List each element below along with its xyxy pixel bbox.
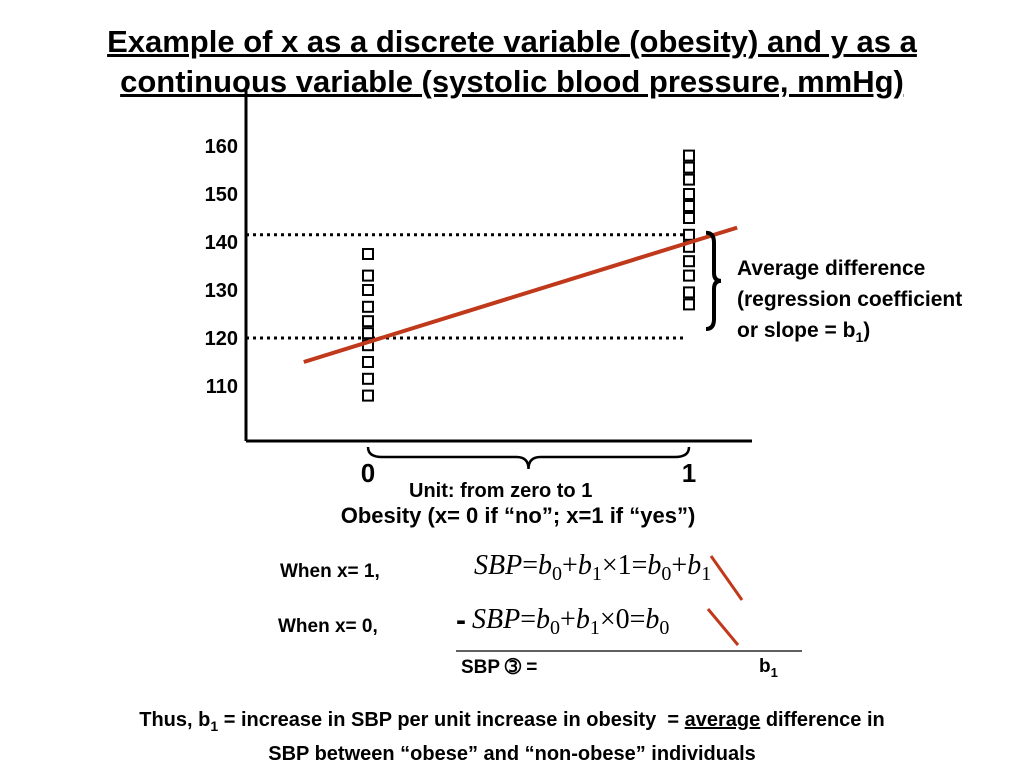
conclusion-part2: = increase in SBP per unit increase in o… [218,709,685,731]
eq1-equals: = [631,550,648,581]
data-point [683,269,695,282]
data-point [683,228,695,241]
eq0-times: × [599,604,616,635]
data-point [683,188,695,200]
result-right: b1 [759,656,778,680]
x-tick-label: 0 [361,458,375,488]
y-tick-label: 160 [205,136,238,158]
y-tick-label: 120 [205,328,238,350]
title-line-1: Example of x as a discrete variable (obe… [107,24,917,59]
eq1-sub0: 0 [552,563,563,585]
result-left: SBP ➂ = [461,657,538,678]
data-point [683,149,695,162]
annotation-line-3-prefix: or slope = b [737,319,856,342]
annotation-line-1: Average difference [737,257,926,280]
data-point [683,286,695,299]
data-point [362,356,374,368]
conclusion-sub: 1 [210,718,219,734]
conclusion-text: Thus, b1 = increase in SBP per unit incr… [0,706,1024,768]
y-tick-label: 140 [205,232,238,254]
data-point [683,298,695,311]
data-point [683,200,695,212]
y-tick-label: 130 [205,280,238,302]
y-tick-label: 150 [205,184,238,206]
horizontal-brace [366,446,691,470]
data-points [362,149,695,402]
data-point [683,161,695,174]
when-x1-label: When x= 1, [280,561,380,582]
annotation-subscript: 1 [855,329,864,346]
eq0-b: b [575,604,590,635]
eq1-b: b [647,550,662,581]
brace-label: Unit: from zero to 1 [409,480,593,502]
eq0-b: b [645,604,660,635]
eq1-sbp: SBP [474,550,523,581]
regression-line-group [303,225,738,364]
subtraction-sign: - [456,604,466,637]
annotation-line-3: or slope = b1) [737,315,962,353]
equation-decorations [456,555,802,652]
eq1-sub1: 1 [701,563,712,585]
data-point [683,173,695,186]
data-point [362,284,374,296]
eq0-equals: = [520,604,537,635]
data-point [683,212,695,224]
eq1-sub0: 0 [661,563,672,585]
conclusion-line-1: Thus, b1 = increase in SBP per unit incr… [0,706,1024,740]
result-right-sub: 1 [770,664,778,680]
equation-x0: SBP=b0+b1×0=b0 [472,604,669,640]
strike-mark [706,608,740,646]
eq0-b: b [536,604,551,635]
braces [366,230,722,470]
eq0-sbp: SBP [472,604,521,635]
conclusion-average: average [684,709,761,731]
eq1-plus: + [671,550,688,581]
result-right-b: b [759,656,771,677]
data-point [683,255,695,268]
eq1-b: b [538,550,553,581]
regression-line [303,225,738,364]
title-line-2: continuous variable (systolic blood pres… [120,64,904,99]
y-tick-label: 110 [206,376,238,398]
eq1-equals: = [522,550,539,581]
when-x0-label: When x= 0, [278,616,378,637]
data-point [362,269,374,282]
eq1-b: b [577,550,592,581]
y-tick-labels: 160 150 140 130 120 110 [205,136,238,398]
eq1-plus: + [562,550,578,581]
annotation-line-2: (regression coefficient [737,288,963,311]
chart-axes [244,88,752,443]
x-tick-label: 1 [682,458,696,488]
data-point [362,300,374,313]
x-axis-label: Obesity (x= 0 if “no”; x=1 if “yes”) [340,503,696,528]
data-point [362,327,374,340]
eq1-sub1: 1 [591,563,602,585]
data-point [362,389,374,402]
eq0-sub0: 0 [550,617,561,639]
slide-title: Example of x as a discrete variable (obe… [0,22,1024,102]
vertical-brace [705,230,722,331]
data-point [362,248,374,260]
data-point [362,372,374,385]
eq1-times: × [601,550,618,581]
conclusion-part3: difference in [760,709,885,731]
eq1-one: 1 [617,550,632,581]
strike-mark [709,555,744,601]
annotation-line-3-suffix: ) [863,319,871,342]
data-point [362,315,374,328]
eq0-sub0: 0 [659,617,670,639]
conclusion-line-2: SBP between “obese” and “non-obese” indi… [268,743,756,765]
eq0-zero: 0 [615,604,630,635]
eq1-b: b [687,550,702,581]
eq0-sub1: 1 [589,617,600,639]
eq0-plus: + [560,604,576,635]
eq0-equals: = [629,604,646,635]
slope-annotation: Average difference (regression coefficie… [737,253,962,353]
reference-lines [246,233,687,340]
equation-x1: SBP=b0+b1×1=b0+b1 [474,550,711,586]
conclusion-part1: Thus, b [139,709,211,731]
